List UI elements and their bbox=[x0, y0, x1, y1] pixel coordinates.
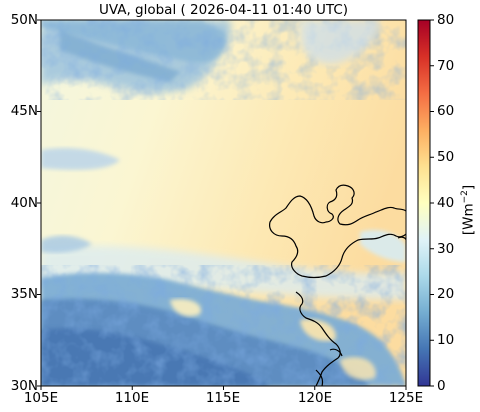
colorbar-label-80: 80 bbox=[437, 12, 455, 28]
uva-field bbox=[41, 20, 406, 386]
colorbar-label-60: 60 bbox=[437, 103, 455, 119]
unit-close: ] bbox=[460, 184, 477, 191]
colorbar-unit-label: [Wm−2] bbox=[455, 180, 477, 240]
chart-title: UVA, global ( 2026-04-11 01:40 UTC) bbox=[98, 2, 349, 18]
colorbar-label-10: 10 bbox=[437, 332, 455, 348]
lat-label-30n: 30N bbox=[10, 378, 38, 394]
lat-label-35n: 35N bbox=[10, 286, 38, 302]
colorbar-label-40: 40 bbox=[437, 195, 455, 211]
lon-label-110e: 110E bbox=[114, 390, 150, 406]
unit-exponent: −2 bbox=[460, 190, 470, 204]
lat-label-45n: 45N bbox=[10, 103, 38, 119]
colorbar bbox=[417, 19, 431, 387]
lat-label-50n: 50N bbox=[10, 12, 38, 28]
colorbar-label-20: 20 bbox=[437, 286, 455, 302]
axis-ticks bbox=[37, 19, 407, 390]
colorbar-label-70: 70 bbox=[437, 58, 455, 74]
colorbar-label-0: 0 bbox=[437, 378, 446, 394]
colorbar-label-30: 30 bbox=[437, 241, 455, 257]
colorbar-ticks bbox=[430, 19, 434, 387]
lon-label-125e: 125E bbox=[388, 390, 424, 406]
lon-label-105e: 105E bbox=[23, 390, 59, 406]
lat-label-40n: 40N bbox=[10, 195, 38, 211]
lon-label-115e: 115E bbox=[205, 390, 241, 406]
lon-label-120e: 120E bbox=[297, 390, 333, 406]
colorbar-label-50: 50 bbox=[437, 149, 455, 165]
unit-text: [Wm bbox=[460, 203, 477, 236]
colorbar-unit-wrap: [Wm−2] bbox=[455, 180, 477, 240]
